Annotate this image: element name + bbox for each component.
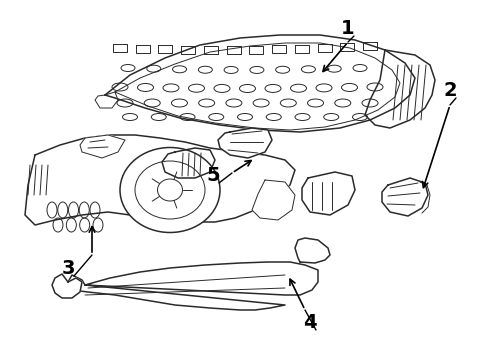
Polygon shape bbox=[365, 50, 435, 128]
Text: 4: 4 bbox=[303, 312, 317, 332]
Text: 1: 1 bbox=[341, 18, 355, 37]
Ellipse shape bbox=[120, 148, 220, 233]
Text: 3: 3 bbox=[61, 258, 75, 278]
Text: 5: 5 bbox=[206, 166, 220, 185]
Text: 2: 2 bbox=[443, 81, 457, 99]
Polygon shape bbox=[68, 262, 318, 310]
Polygon shape bbox=[218, 128, 272, 158]
Polygon shape bbox=[95, 92, 118, 108]
Polygon shape bbox=[252, 180, 295, 220]
Polygon shape bbox=[302, 172, 355, 215]
Polygon shape bbox=[80, 135, 125, 158]
Polygon shape bbox=[295, 238, 330, 263]
Polygon shape bbox=[105, 35, 415, 132]
Polygon shape bbox=[52, 274, 82, 298]
Polygon shape bbox=[162, 148, 215, 178]
Polygon shape bbox=[25, 135, 295, 225]
Polygon shape bbox=[382, 178, 428, 216]
